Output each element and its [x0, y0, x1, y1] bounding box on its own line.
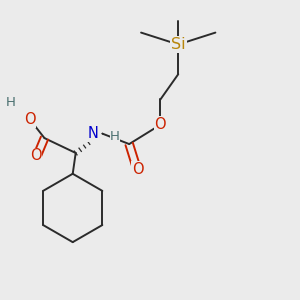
Text: O: O: [30, 148, 41, 164]
Text: O: O: [154, 117, 166, 132]
Text: Si: Si: [171, 37, 185, 52]
Text: H: H: [110, 130, 120, 143]
Text: N: N: [88, 126, 99, 141]
Text: O: O: [132, 162, 144, 177]
Text: H: H: [5, 96, 15, 109]
Text: O: O: [24, 112, 35, 127]
